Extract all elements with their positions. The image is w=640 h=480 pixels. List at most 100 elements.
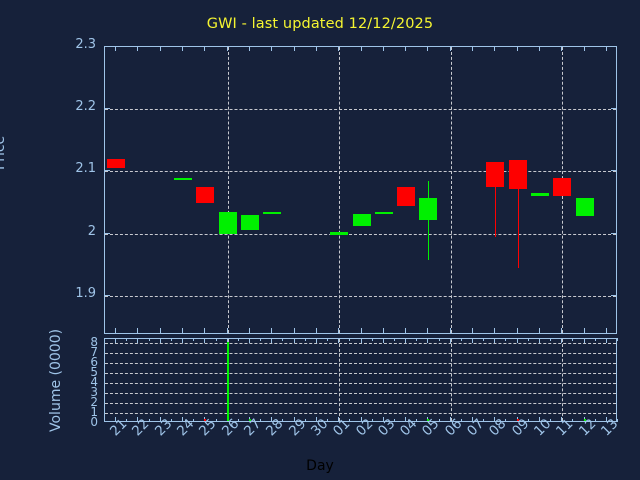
axis-tick — [137, 328, 138, 334]
axis-tick — [427, 338, 428, 343]
axis-tick-minor — [617, 338, 618, 341]
gridline-horizontal — [105, 295, 616, 297]
price-tick-label: 2.1 — [75, 161, 96, 177]
axis-tick — [182, 417, 183, 422]
axis-tick — [472, 417, 473, 422]
axis-tick — [227, 46, 228, 51]
gridline-horizontal — [105, 343, 616, 344]
axis-tick-minor — [149, 338, 150, 341]
gridline-vertical — [451, 339, 452, 421]
axis-tick-minor — [238, 419, 239, 422]
axis-tick-minor — [327, 419, 328, 422]
axis-tick — [561, 417, 562, 422]
axis-tick — [227, 338, 228, 343]
axis-tick — [338, 417, 339, 422]
axis-tick-minor — [260, 338, 261, 341]
price-tick-label: 2.2 — [75, 99, 96, 115]
axis-tick — [271, 338, 272, 343]
gridline-horizontal — [105, 109, 616, 111]
candle-lower-wick — [495, 186, 496, 237]
axis-tick — [104, 108, 110, 109]
axis-tick — [539, 328, 540, 334]
axis-tick — [182, 46, 183, 51]
candle-body-down — [486, 162, 504, 187]
axis-tick-minor — [595, 338, 596, 341]
axis-tick-minor — [550, 338, 551, 341]
axis-tick-minor — [216, 419, 217, 422]
axis-tick-minor — [305, 419, 306, 422]
axis-tick-minor — [528, 419, 529, 422]
axis-tick — [405, 338, 406, 343]
candle-body-down — [553, 177, 571, 197]
axis-tick — [182, 338, 183, 343]
volume-bar — [249, 419, 251, 421]
axis-tick-minor — [505, 338, 506, 341]
axis-tick — [271, 328, 272, 334]
axis-tick — [104, 170, 110, 171]
axis-tick-minor — [193, 419, 194, 422]
axis-tick-minor — [416, 338, 417, 341]
axis-tick — [405, 328, 406, 334]
axis-tick — [611, 108, 617, 109]
volume-bar — [204, 419, 206, 421]
axis-tick — [494, 46, 495, 51]
axis-tick — [606, 338, 607, 343]
axis-tick — [160, 328, 161, 334]
axis-tick — [182, 328, 183, 334]
axis-tick — [450, 417, 451, 422]
axis-tick — [405, 46, 406, 51]
axis-tick-minor — [282, 338, 283, 341]
axis-tick — [249, 328, 250, 334]
axis-tick-minor — [372, 419, 373, 422]
axis-tick — [361, 338, 362, 343]
price-tick-label: 2 — [87, 223, 96, 239]
axis-tick — [517, 46, 518, 51]
axis-tick — [383, 46, 384, 51]
gridline-horizontal — [105, 233, 616, 235]
gridline-horizontal — [105, 171, 616, 173]
axis-tick — [338, 46, 339, 51]
axis-tick — [294, 46, 295, 51]
axis-tick — [204, 338, 205, 343]
axis-tick — [316, 338, 317, 343]
axis-tick — [227, 328, 228, 334]
axis-tick — [539, 338, 540, 343]
axis-tick — [294, 417, 295, 422]
axis-tick — [611, 233, 617, 234]
volume-axis-title: Volume (0000) — [48, 328, 64, 432]
axis-tick — [606, 46, 607, 51]
axis-tick — [539, 46, 540, 51]
axis-tick — [316, 328, 317, 334]
volume-tick-label: 4 — [90, 375, 98, 389]
axis-tick-minor — [238, 338, 239, 341]
axis-tick — [450, 328, 451, 334]
axis-tick — [606, 328, 607, 334]
price-plot-area — [104, 46, 617, 334]
axis-tick — [137, 417, 138, 422]
axis-tick — [383, 338, 384, 343]
axis-tick — [137, 338, 138, 343]
gridline-horizontal — [105, 393, 616, 394]
candle-body-up — [375, 211, 393, 215]
axis-tick-minor — [483, 419, 484, 422]
axis-tick-minor — [595, 419, 596, 422]
axis-tick — [606, 417, 607, 422]
axis-tick-minor — [550, 419, 551, 422]
axis-tick — [115, 46, 116, 51]
candle-body-down — [509, 160, 527, 189]
axis-tick — [104, 295, 110, 296]
axis-tick — [361, 46, 362, 51]
axis-tick-minor — [171, 338, 172, 341]
axis-tick — [115, 328, 116, 334]
axis-tick — [383, 417, 384, 422]
candle-lower-wick — [428, 219, 429, 260]
volume-plot-area — [104, 338, 617, 422]
axis-tick-minor — [282, 419, 283, 422]
axis-tick — [539, 417, 540, 422]
volume-tick-label: 7 — [90, 345, 98, 359]
axis-tick — [584, 46, 585, 51]
axis-tick — [450, 46, 451, 51]
axis-tick — [115, 417, 116, 422]
gridline-vertical — [451, 47, 452, 333]
